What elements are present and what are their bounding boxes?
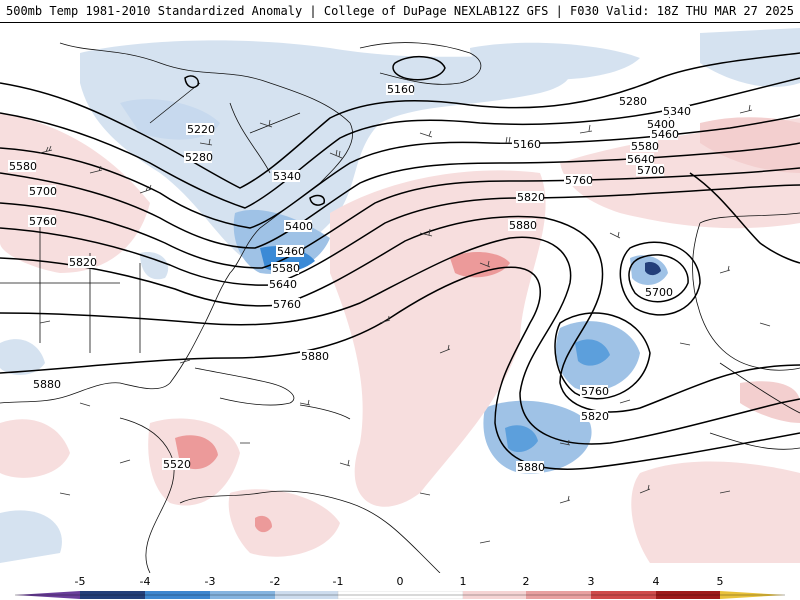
negative-anomaly-shading [0,28,800,563]
contour-label: 5400 [285,220,313,233]
contour-label: 5340 [273,170,301,183]
contour-label: 5580 [9,160,37,173]
colorbar-tick: -1 [332,575,344,588]
anomaly-colorbar: -5 -4 -3 -2 -1 0 1 2 3 4 5 [0,573,800,600]
contour-label: 5820 [517,191,545,204]
map-title: 500mb Temp 1981-2010 Standardized Anomal… [6,4,498,18]
contour-label: 5760 [29,215,57,228]
colorbar-tick: 3 [587,575,595,588]
contour-label: 5640 [627,153,655,166]
weather-map: 5160 5220 5280 5340 5400 5460 5580 5580 … [0,23,800,573]
contour-label: 5760 [565,174,593,187]
colorbar-tick: -5 [74,575,86,588]
contour-label: 5280 [185,151,213,164]
contour-label: 5700 [29,185,57,198]
contour-label: 5700 [637,164,665,177]
contour-label: 5880 [509,219,537,232]
contour-label: 5340 [663,105,691,118]
map-header: 500mb Temp 1981-2010 Standardized Anomal… [0,0,800,23]
colorbar-tick: 0 [396,575,404,588]
height-contours [0,52,800,470]
contour-label: 5580 [631,140,659,153]
contour-label: 5880 [33,378,61,391]
contour-label: 5880 [301,350,329,363]
contour-label: 5400 [647,118,675,131]
contour-label: 5700 [645,286,673,299]
contour-label: 5520 [163,458,191,471]
contour-label: 5460 [651,128,679,141]
contour-label: 5280 [619,95,647,108]
contour-label: 5760 [273,298,301,311]
colorbar-tick: 2 [522,575,530,588]
contour-label: 5640 [269,278,297,291]
colorbar-tick: 4 [652,575,660,588]
contour-label: 5160 [513,138,541,151]
contour-label: 5760 [581,385,609,398]
colorbar-tick: 1 [459,575,467,588]
contour-label: 5220 [187,123,215,136]
contour-label: 5880 [517,461,545,474]
colorbar-gradient [15,591,785,599]
colorbar-tick: 5 [716,575,724,588]
colorbar-tick: -2 [269,575,281,588]
colorbar-tick: -4 [139,575,151,588]
contour-label: 5160 [387,83,415,96]
wind-barbs [39,104,771,544]
contour-label: 5820 [69,256,97,269]
contour-labels: 5160 5220 5280 5340 5400 5460 5580 5580 … [8,83,691,474]
colorbar-tick: -3 [204,575,216,588]
contour-label: 5460 [277,245,305,258]
contour-label: 5820 [581,410,609,423]
contour-label: 5580 [272,262,300,275]
model-run-info: 12Z GFS | F030 Valid: 18Z THU MAR 27 202… [497,4,794,18]
